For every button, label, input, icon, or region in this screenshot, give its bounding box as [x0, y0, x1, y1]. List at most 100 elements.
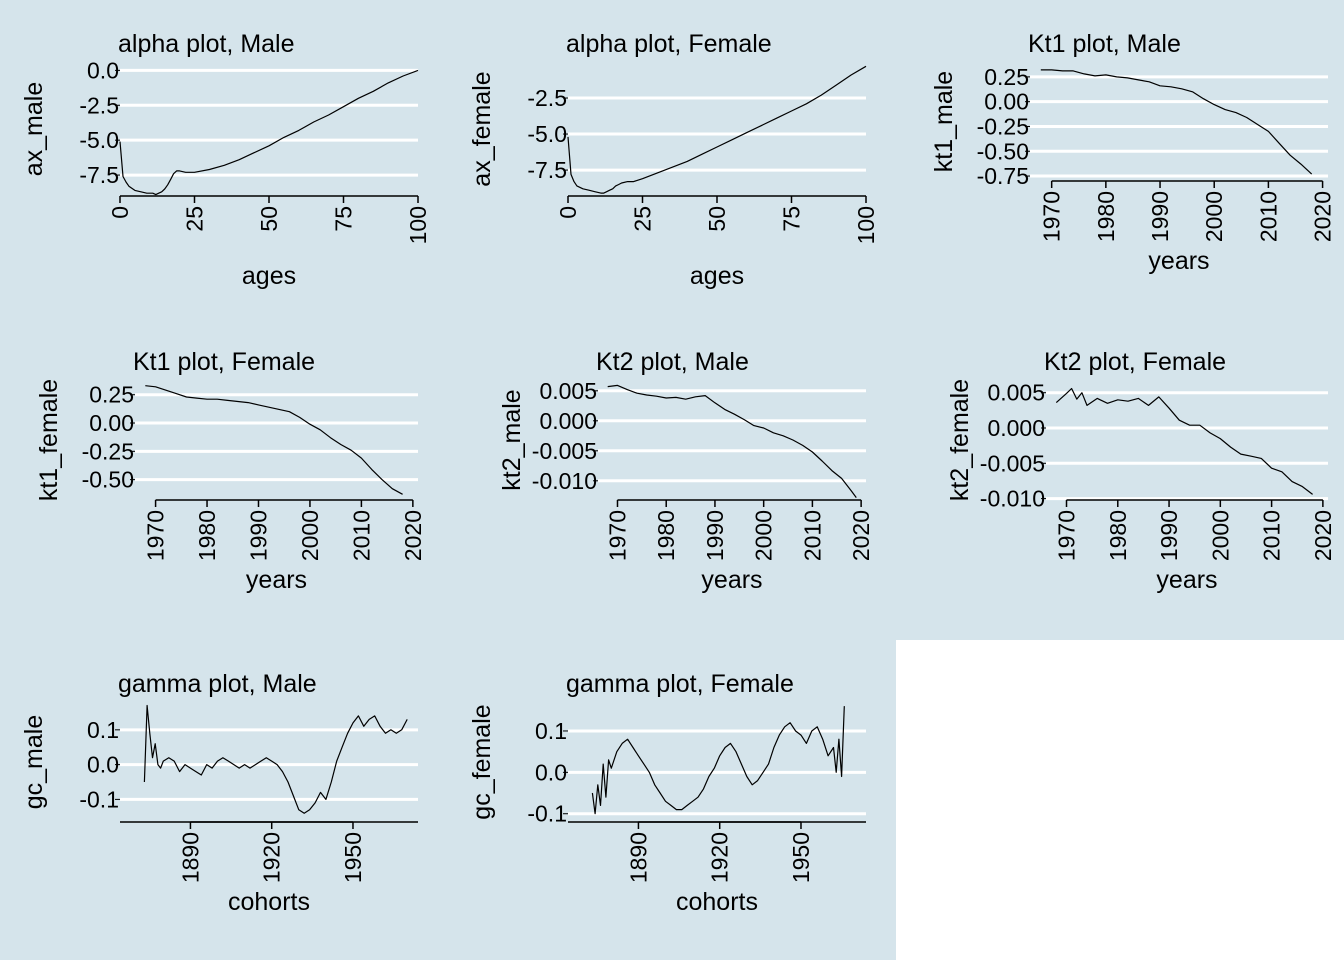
panel-7: 0.1 0.0 -0.1 1890 1920 1950 gamma plot, Male co… [20, 670, 418, 916]
chart-title: Kt1 plot, Female [133, 348, 315, 376]
series-line [119, 69, 419, 196]
panel-4: 0.250.00-0.25 -0.50 1970 1980 1990 2000 2010 20… [35, 348, 426, 594]
y-tick-label: 0.0 [535, 759, 567, 785]
y-tick-label: -0.1 [527, 801, 567, 827]
series-line [567, 65, 867, 194]
y-tick-label: -0.005 [532, 438, 597, 464]
panel-6: 0.005 0.000 -0.005 -0.010 1970 1980 1990 2000 20… [946, 348, 1336, 594]
y-tick-label: -7.5 [79, 162, 119, 188]
series-line [607, 384, 857, 498]
panel-2: -2.5 -5.0 -7.5 0 25 50 75 100 alpha plot, Female… [468, 30, 879, 290]
x-tick-label: 100 [405, 206, 431, 244]
x-tick-label: 2020 [1310, 191, 1336, 242]
x-tick-label: 100 [853, 206, 879, 244]
x-tick-label: 1990 [245, 510, 271, 561]
x-axis-label: cohorts [676, 888, 758, 916]
y-tick-label: -7.5 [527, 157, 567, 183]
x-tick-label: 1920 [259, 832, 285, 883]
panel-8: 0.1 0.0 -0.1 1890 1920 1950 gamma plot, Female… [468, 670, 866, 916]
x-tick-label: 2000 [297, 510, 323, 561]
y-tick-label: -0.005 [980, 450, 1045, 476]
x-tick-label: 2020 [400, 510, 426, 561]
y-axis-label: gc_male [20, 715, 48, 810]
x-tick-label: 1920 [707, 832, 733, 883]
x-tick-label: 25 [630, 206, 656, 232]
y-tick-label: 0.1 [87, 717, 119, 743]
x-axis-label: ages [690, 262, 744, 290]
y-tick-label: -0.50 [977, 138, 1029, 164]
y-tick-label: 0.00 [89, 410, 134, 436]
x-tick-label: 1890 [625, 832, 651, 883]
y-tick-label: -0.010 [980, 486, 1045, 512]
y-axis-label: kt2_female [946, 379, 974, 501]
x-tick-label: 75 [331, 206, 357, 232]
x-tick-label: 25 [182, 206, 208, 232]
x-tick-label: 2010 [348, 510, 374, 561]
y-axis-label: ax_male [20, 82, 48, 177]
x-tick-label: 2020 [1310, 510, 1336, 561]
x-tick-label: 1970 [143, 510, 169, 561]
x-tick-label: 0 [107, 206, 133, 219]
y-tick-label: 0.005 [539, 378, 597, 404]
series-line [143, 704, 408, 814]
panel-5: 0.005 0.000 -0.005 -0.010 1970 1980 1990 2000 20… [498, 348, 874, 594]
panel-1: 0.0 -2.5 -5.0 -7.5 0 25 50 75 100 alpha plot, Mal… [20, 30, 431, 290]
y-tick-label: -0.50 [82, 467, 134, 493]
y-tick-label: -0.1 [79, 786, 119, 812]
x-axis-label: cohorts [228, 888, 310, 916]
x-tick-label: 75 [779, 206, 805, 232]
x-tick-label: 2000 [1207, 510, 1233, 561]
chart-title: Kt1 plot, Male [1028, 30, 1181, 58]
y-tick-label: -0.010 [532, 468, 597, 494]
chart-title: Kt2 plot, Female [1044, 348, 1226, 376]
x-axis-label: years [701, 566, 762, 594]
chart-title: alpha plot, Male [118, 30, 295, 58]
x-tick-label: 1890 [177, 832, 203, 883]
chart-title: Kt2 plot, Male [596, 348, 749, 376]
x-tick-label: 1950 [788, 832, 814, 883]
y-tick-label: 0.005 [987, 380, 1045, 406]
x-tick-label: 0 [555, 206, 581, 219]
y-tick-label: 0.25 [984, 64, 1029, 90]
x-tick-label: 2000 [1201, 191, 1227, 242]
series-line [1040, 69, 1313, 175]
panel-3: 0.250.00-0.25-0.50-0.75 1970 1980 1990 2000 2… [930, 30, 1336, 275]
x-tick-label: 1980 [1105, 510, 1131, 561]
x-axis-label: years [1148, 247, 1209, 275]
x-tick-label: 1970 [1039, 191, 1065, 242]
chart-title: alpha plot, Female [566, 30, 772, 58]
x-tick-label: 50 [704, 206, 730, 232]
y-tick-label: -5.0 [79, 127, 119, 153]
x-tick-label: 2020 [848, 510, 874, 561]
y-tick-label: 0.1 [535, 718, 567, 744]
x-tick-label: 1970 [604, 510, 630, 561]
x-axis-label: ages [242, 262, 296, 290]
chart-title: gamma plot, Male [118, 670, 317, 698]
y-tick-label: -0.75 [977, 163, 1029, 189]
y-axis-label: gc_female [468, 704, 496, 819]
y-axis-label: kt1_female [35, 379, 63, 501]
y-tick-label: 0.00 [984, 89, 1029, 115]
x-tick-label: 2000 [751, 510, 777, 561]
x-tick-label: 1990 [1156, 510, 1182, 561]
x-axis-label: years [246, 566, 307, 594]
series-line [145, 385, 403, 495]
x-tick-label: 1980 [194, 510, 220, 561]
chart-title: gamma plot, Female [566, 670, 794, 698]
y-tick-label: -0.25 [977, 113, 1029, 139]
y-axis-label: kt1_male [930, 71, 958, 172]
y-tick-label: -2.5 [527, 85, 567, 111]
x-tick-label: 50 [256, 206, 282, 232]
x-tick-label: 1990 [702, 510, 728, 561]
y-tick-label: 0.000 [987, 415, 1045, 441]
x-tick-label: 1980 [653, 510, 679, 561]
y-tick-label: -2.5 [79, 92, 119, 118]
x-tick-label: 2010 [1255, 191, 1281, 242]
x-axis-label: years [1156, 566, 1217, 594]
x-tick-label: 1980 [1093, 191, 1119, 242]
series-line [1055, 387, 1313, 495]
y-axis-label: kt2_male [498, 389, 526, 490]
x-tick-label: 1970 [1054, 510, 1080, 561]
y-tick-label: 0.0 [87, 752, 119, 778]
